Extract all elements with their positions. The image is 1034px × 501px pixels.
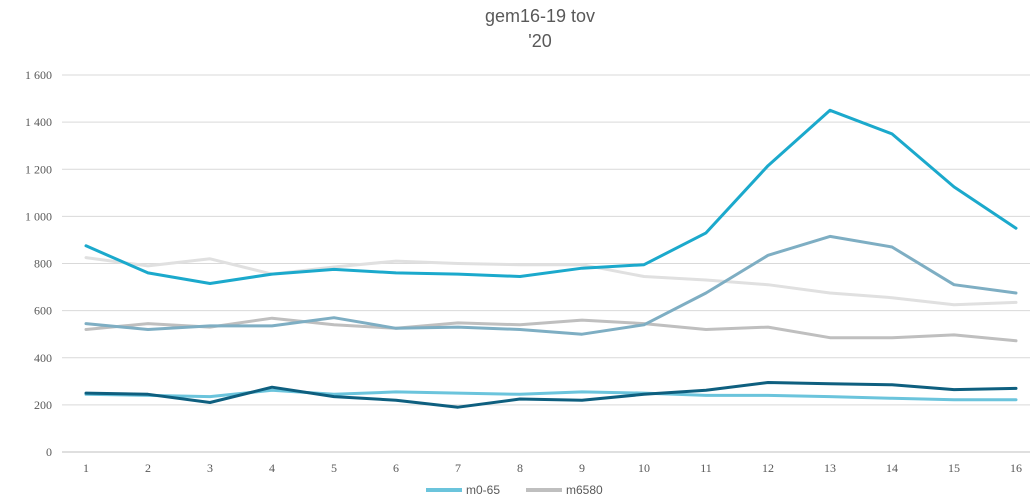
series-line-4 [84,234,1018,336]
series-line-2 [84,316,1018,343]
y-tick-label: 1 200 [25,162,52,176]
y-tick-label: 0 [46,445,52,459]
x-axis-ticks: 1 2 3 4 5 6 7 8 9 10 11 12 13 14 15 16 [83,461,1022,475]
series-line-3 [84,256,1018,307]
y-tick-label: 400 [34,351,52,365]
y-tick-label: 1 400 [25,115,52,129]
x-tick-label: 1 [83,461,89,475]
y-axis-ticks: 0 200 400 600 800 1 000 1 200 1 400 1 600 [25,68,52,459]
y-tick-label: 200 [34,398,52,412]
x-tick-label: 13 [824,461,836,475]
x-tick-label: 7 [455,461,461,475]
y-tick-label: 600 [34,304,52,318]
x-tick-label: 11 [700,461,712,475]
x-tick-label: 15 [948,461,960,475]
y-tick-label: 1 000 [25,209,52,223]
x-tick-label: 10 [638,461,650,475]
x-tick-label: 6 [393,461,399,475]
y-tick-label: 800 [34,257,52,271]
series-lines [84,108,1018,409]
x-tick-label: 9 [579,461,585,475]
y-tick-label: 1 600 [25,68,52,82]
x-tick-label: 5 [331,461,337,475]
series-line-5 [84,108,1018,285]
legend-label: m0-65 [466,483,500,497]
x-tick-label: 4 [269,461,275,475]
chart-subtitle: '20 [528,31,551,51]
legend: m0-65 m6580 [426,483,603,497]
x-tick-label: 8 [517,461,523,475]
series-line-6 [84,381,1018,409]
x-tick-label: 12 [762,461,774,475]
x-tick-label: 3 [207,461,213,475]
chart-title: gem16-19 tov [485,6,595,26]
x-tick-label: 14 [886,461,898,475]
legend-label: m6580 [566,483,603,497]
x-tick-label: 16 [1010,461,1022,475]
x-tick-label: 2 [145,461,151,475]
